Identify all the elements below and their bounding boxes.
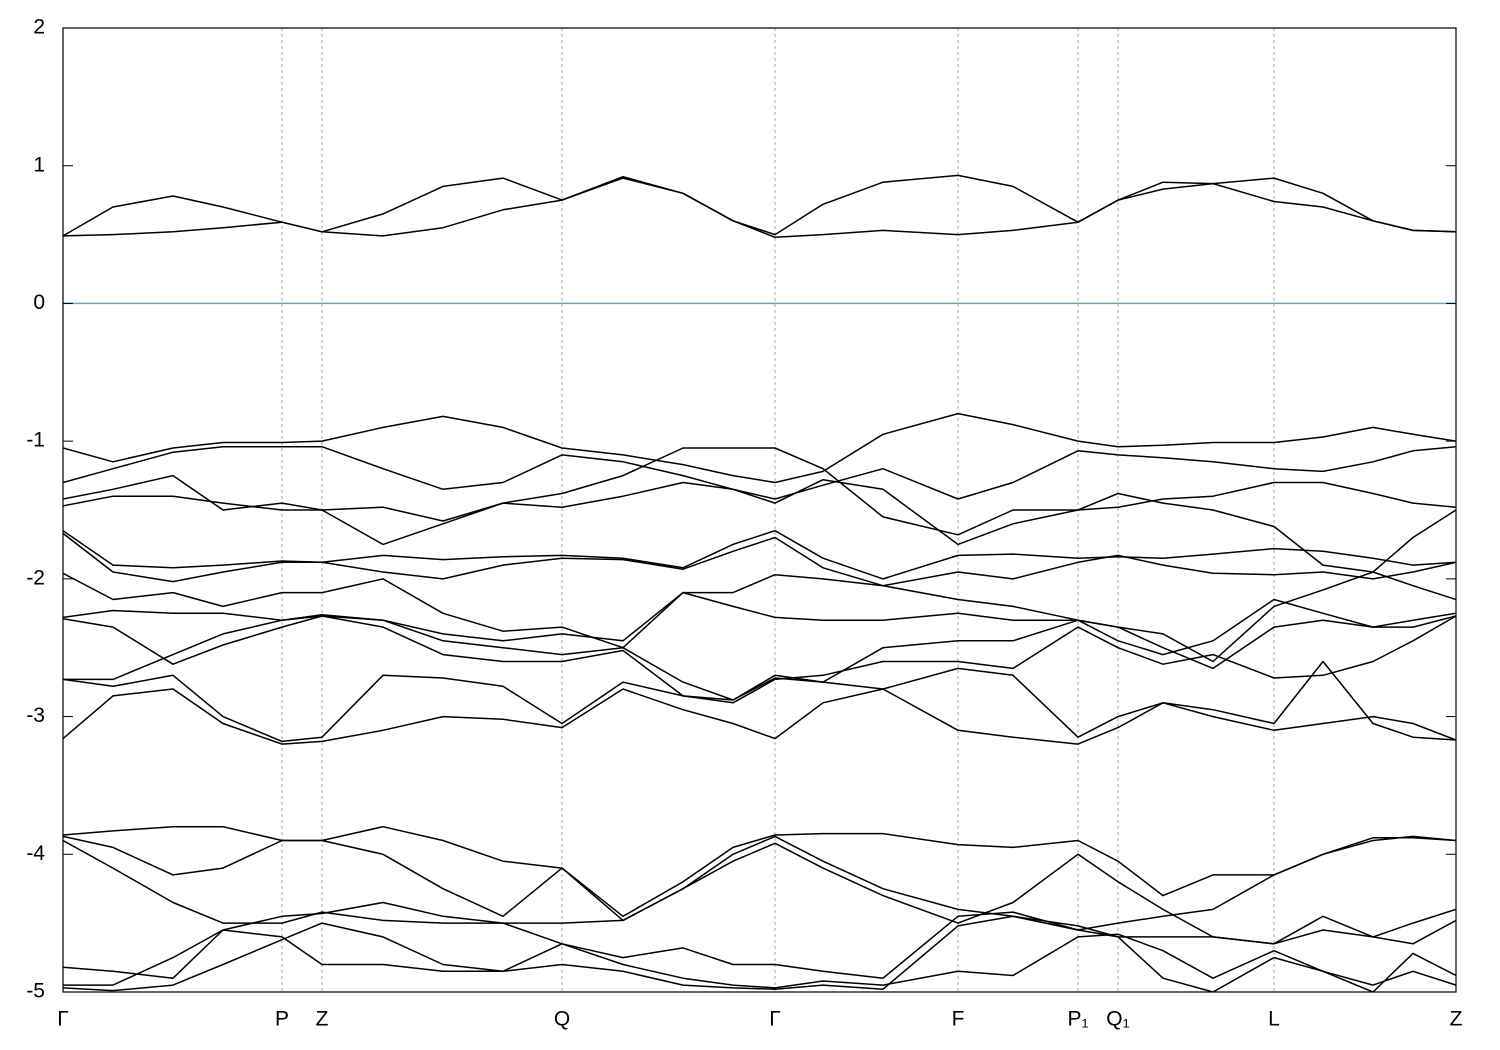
band-line	[63, 929, 1456, 989]
label-layer: -5 -4 -3 -2 -1 0 1 2 Γ P Z Q Γ F P₁ Q₁ L Z	[26, 16, 1462, 1031]
y-tick-label: -4	[26, 842, 45, 865]
line-layer	[63, 174, 1456, 992]
x-tick-label: Q	[554, 1008, 570, 1031]
band-line	[63, 571, 1456, 663]
y-tick-label: 0	[33, 291, 45, 314]
x-tick-label: P	[275, 1008, 289, 1031]
band-line	[63, 598, 1456, 701]
y-tick-label: 2	[33, 16, 45, 39]
band-line	[63, 529, 1456, 580]
band-line	[63, 447, 1456, 546]
x-tick-label: Z	[316, 1008, 329, 1031]
plot-frame	[62, 27, 1457, 993]
band-line	[63, 915, 1456, 992]
band-line	[63, 688, 1456, 745]
x-tick-label: L	[1268, 1008, 1280, 1031]
band-line	[63, 901, 1456, 979]
x-tick-label: Γ	[57, 1008, 69, 1031]
band-line	[63, 532, 1456, 587]
band-line	[63, 412, 1456, 484]
band-line	[63, 478, 1456, 573]
band-line	[63, 615, 1456, 704]
x-tick-label: Γ	[769, 1008, 781, 1031]
band-line	[63, 835, 1456, 931]
x-tick-label: Z	[1450, 1008, 1463, 1031]
y-tick-label: -3	[26, 704, 45, 727]
x-tick-label: Q₁	[1106, 1008, 1129, 1031]
band-line	[63, 839, 1456, 945]
y-tick-label: -5	[26, 980, 45, 1003]
band-line	[63, 177, 1456, 239]
y-tick-label: -2	[26, 566, 45, 589]
band-line	[63, 660, 1456, 743]
band-line	[63, 174, 1456, 237]
y-tick-label: -1	[26, 429, 45, 452]
x-tick-label: F	[952, 1008, 965, 1031]
band-line	[63, 825, 1456, 918]
y-tick-label: 1	[33, 153, 45, 176]
x-tick-label: P₁	[1067, 1008, 1088, 1031]
grid-layer	[62, 28, 1457, 992]
band-line	[63, 445, 1456, 500]
